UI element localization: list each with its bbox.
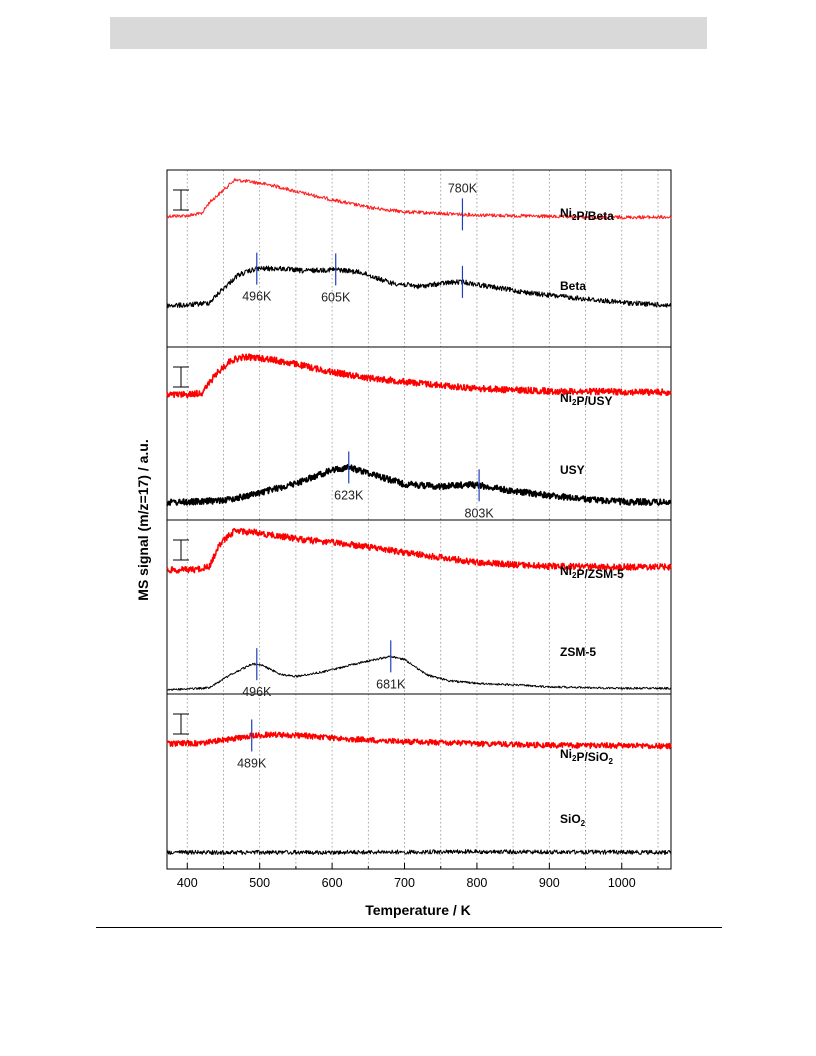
x-tick-label: 700	[394, 876, 415, 890]
series-name: SiO2	[560, 812, 586, 828]
y-axis-label: MS signal (m/z=17) / a.u.	[135, 439, 151, 600]
series-line	[166, 463, 672, 507]
x-axis: Temperature / K 400 500 600 700 800 900 1000	[177, 863, 659, 918]
x-tick-label: 600	[322, 876, 343, 890]
x-axis-label: Temperature / K	[365, 902, 471, 918]
series-name: USY	[560, 463, 585, 477]
series-line	[166, 731, 672, 750]
peak-label: 496K	[242, 685, 272, 699]
chart-panels	[166, 169, 672, 870]
peak-label: 496K	[242, 290, 272, 304]
x-tick-label: 500	[249, 876, 270, 890]
series-name: Ni2P/ZSM-5	[560, 564, 624, 581]
x-tick-label: 400	[177, 876, 198, 890]
peak-label: 780K	[448, 181, 478, 195]
x-tick-label: 800	[467, 876, 488, 890]
footer-rule	[96, 927, 722, 928]
series-name: Ni2P/SiO2	[560, 747, 613, 766]
peak-label: 681K	[376, 677, 406, 691]
series-line	[166, 527, 672, 574]
peak-label: 803K	[465, 506, 495, 520]
panel-frame	[166, 169, 672, 348]
peak-label: 489K	[237, 756, 267, 770]
header-band	[110, 17, 707, 49]
x-tick-label: 1000	[608, 876, 636, 890]
series-name: Ni2P/Beta	[560, 206, 614, 223]
series-line	[166, 655, 672, 692]
x-tick-label: 900	[539, 876, 560, 890]
panel-frame	[166, 693, 672, 870]
series-layer: 780K Ni2P/Beta 496K 605K Beta Ni2P/USY 623K 803…	[166, 178, 672, 855]
peak-label: 623K	[334, 488, 364, 502]
series-name: Beta	[560, 279, 586, 293]
series-name: Ni2P/USY	[560, 391, 612, 408]
series-line	[166, 353, 672, 399]
peak-label: 605K	[321, 290, 351, 304]
series-name: ZSM-5	[560, 645, 596, 659]
series-line	[166, 178, 672, 220]
series-line	[166, 849, 672, 855]
series-line	[166, 265, 672, 309]
panel-frame	[166, 346, 672, 521]
